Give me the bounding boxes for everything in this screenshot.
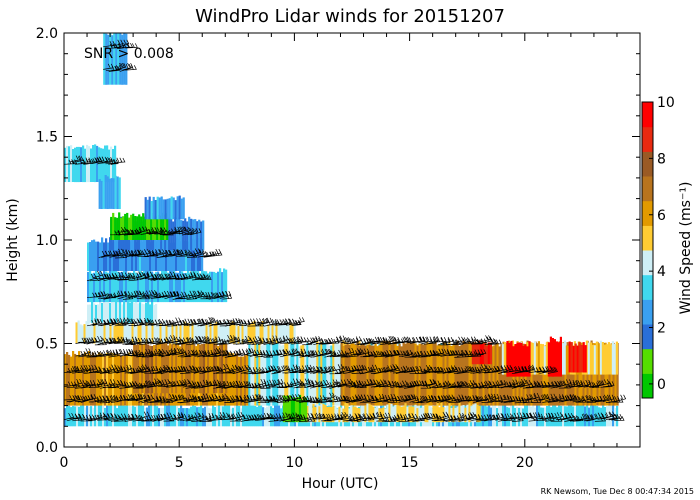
colorbar-frame	[641, 101, 654, 399]
barb-row	[86, 270, 212, 282]
colorbar-label: Wind Speed (ms⁻¹)	[678, 182, 694, 315]
barb-row	[64, 155, 126, 165]
barb-row	[86, 317, 305, 327]
wind-barbs	[64, 39, 627, 422]
x-axis-label: Hour (UTC)	[302, 476, 379, 492]
speed-region	[506, 340, 531, 377]
barb-row	[75, 334, 502, 346]
x-tick-label: 0	[60, 455, 69, 471]
colorbar-tick-label: 6	[657, 208, 666, 224]
snr-annotation: SNR > 0.008	[84, 46, 174, 62]
speed-region	[87, 268, 228, 303]
speed-region	[547, 336, 562, 377]
colorbar: 0 2 4 6 8 10	[641, 95, 675, 399]
barb-row	[64, 378, 615, 389]
speed-region	[87, 299, 158, 323]
colorbar-swatch	[642, 102, 653, 128]
barb-row	[110, 226, 202, 236]
colorbar-swatch	[642, 176, 653, 202]
colorbar-swatch	[642, 274, 653, 300]
footer-credit: RK Newsom, Tue Dec 8 00:47:34 2015	[541, 487, 694, 496]
y-tick-label: 2.0	[36, 26, 58, 42]
colorbar-swatch	[642, 225, 653, 251]
barb-row	[103, 39, 138, 50]
speed-region	[568, 341, 587, 373]
colorbar-tick-label: 8	[657, 151, 666, 167]
colorbar-swatch	[642, 250, 653, 276]
colorbar-swatch	[642, 200, 653, 226]
speed-region	[144, 195, 185, 220]
y-axis-label: Height (km)	[5, 198, 21, 281]
x-tick-label: 15	[401, 455, 419, 471]
colorbar-swatch	[642, 126, 653, 152]
colorbar-swatch	[642, 151, 653, 177]
colorbar-tick-label: 2	[657, 321, 666, 337]
colorbar-tick-label: 4	[657, 264, 666, 280]
barb-row	[64, 364, 558, 375]
axes: 0 5 10 15 20 0.0 0.5 1.0 1.5 2.0	[36, 26, 640, 471]
x-tick-label: 5	[175, 455, 184, 471]
y-tick-label: 0.5	[36, 337, 58, 353]
speed-region	[98, 175, 121, 209]
colorbar-swatch	[642, 348, 653, 374]
y-tick-label: 0.0	[36, 440, 58, 456]
speed-region	[282, 394, 308, 423]
x-tick-label: 10	[285, 455, 303, 471]
x-tick-label: 20	[516, 455, 534, 471]
y-tick-label: 1.5	[36, 130, 58, 146]
colorbar-swatch	[642, 373, 653, 399]
barb-row	[103, 62, 137, 72]
colorbar-swatch	[642, 299, 653, 325]
barb-row	[98, 248, 223, 259]
barb-row	[86, 290, 233, 300]
speed-region	[75, 319, 296, 344]
colorbar-swatch	[642, 324, 653, 350]
chart-title: WindPro Lidar winds for 20151207	[195, 6, 505, 27]
barb-row	[75, 347, 487, 358]
speed-region	[103, 33, 128, 85]
y-tick-label: 1.0	[36, 233, 58, 249]
wind-speed-heatmap	[64, 33, 619, 427]
barb-row	[64, 392, 627, 404]
colorbar-tick-label: 0	[657, 377, 666, 393]
colorbar-tick-label: 10	[657, 95, 675, 111]
barb-row	[64, 411, 625, 422]
